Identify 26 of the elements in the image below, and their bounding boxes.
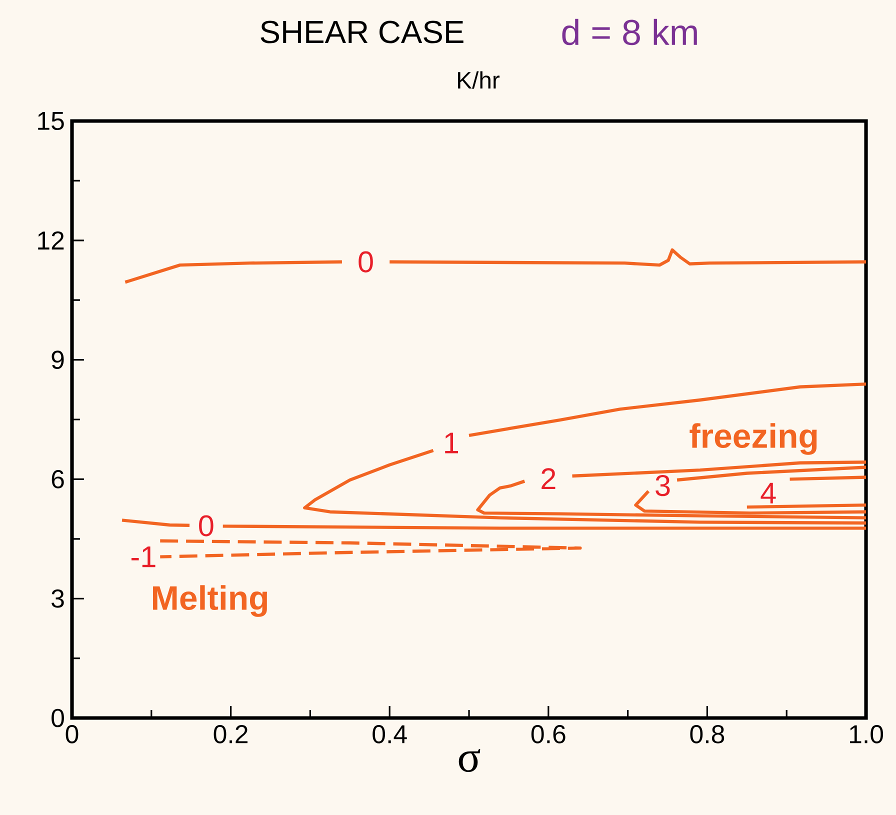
- x-tick-label: 0: [66, 725, 78, 744]
- x-tick-label: 0.8: [690, 725, 724, 744]
- series-label: 3: [656, 474, 670, 496]
- series-label: 2: [542, 468, 556, 490]
- series-label: -1: [131, 546, 156, 568]
- chart-title: SHEAR CASE: [260, 20, 464, 44]
- annotation: freezing: [690, 423, 817, 455]
- x-tick-label: 1.0: [850, 725, 884, 744]
- y-tick-label: 9: [52, 350, 64, 369]
- series-label: 0: [358, 251, 373, 272]
- series-label: 4: [760, 482, 776, 504]
- x-tick-label: 0.2: [214, 725, 248, 744]
- text: d = 8 km: [562, 18, 697, 46]
- series-label: 1: [445, 432, 458, 454]
- line-series: [158, 539, 582, 558]
- x-tick-label: 0.4: [372, 725, 407, 744]
- y-tick-label: 12: [38, 231, 64, 250]
- x-axis-title: σ: [458, 749, 480, 772]
- x-tick-label: 0.6: [531, 725, 566, 744]
- y-tick-label: 15: [38, 112, 64, 130]
- annotation: Melting: [153, 585, 268, 617]
- y-tick-label: 0: [52, 708, 64, 728]
- y-tick-label: 6: [52, 470, 64, 488]
- chart-subtitle: K/hr: [458, 71, 500, 89]
- series-label: 0: [199, 515, 214, 536]
- y-tick-label: 3: [52, 589, 64, 608]
